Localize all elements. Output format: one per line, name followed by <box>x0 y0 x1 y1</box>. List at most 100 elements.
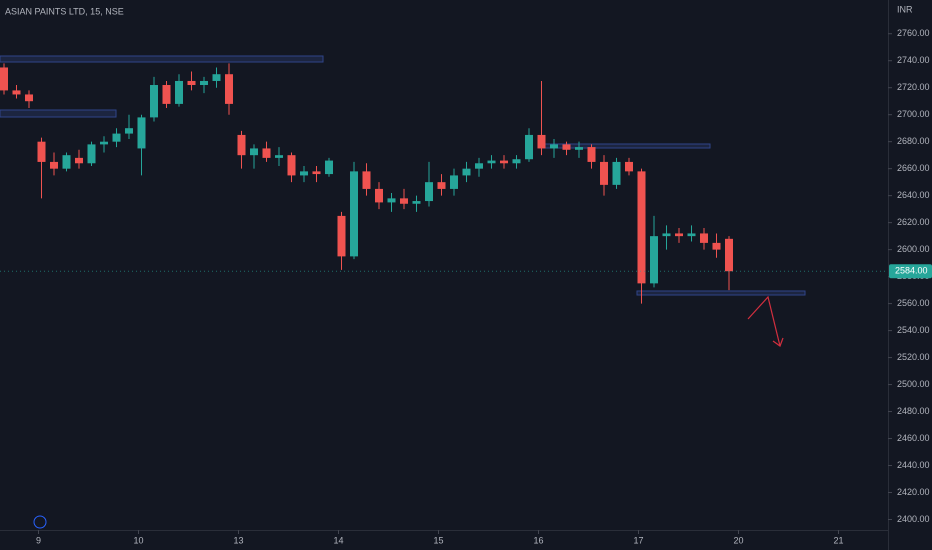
candle-body <box>450 175 458 189</box>
candle-body <box>500 160 508 164</box>
x-tick-label: 14 <box>333 535 343 545</box>
zone <box>0 55 324 63</box>
candle-body <box>200 80 208 86</box>
candle-body <box>700 233 708 243</box>
candle-body <box>287 155 296 176</box>
candle-body <box>437 182 446 189</box>
y-tick-label: 2740.00 <box>897 55 930 65</box>
y-tick-label: 2560.00 <box>897 298 930 308</box>
candle-body <box>12 90 21 95</box>
candle-body <box>175 80 183 104</box>
y-tick-label: 2520.00 <box>897 352 930 362</box>
candle-body <box>512 159 521 164</box>
candle-body <box>475 163 483 169</box>
candle-body <box>137 117 146 149</box>
candle-body <box>637 171 646 284</box>
candle-body <box>112 133 121 142</box>
zone <box>0 109 117 118</box>
candle-body <box>425 182 433 202</box>
y-tick-label: 2440.00 <box>897 460 930 470</box>
y-tick-label: 2600.00 <box>897 244 930 254</box>
x-tick-label: 20 <box>733 535 743 545</box>
candle-body <box>275 155 283 158</box>
y-tick-label: 2700.00 <box>897 109 930 119</box>
candle-body <box>400 198 408 204</box>
candle-body <box>412 201 421 204</box>
last-price-box <box>889 264 932 279</box>
candle-body <box>0 67 8 91</box>
x-tick-label: 13 <box>233 535 243 545</box>
candle-body <box>487 160 496 164</box>
candle-body <box>250 148 258 156</box>
candle-body <box>650 236 658 284</box>
projection-arrow <box>747 295 781 347</box>
dividend-icon[interactable] <box>33 515 47 529</box>
candle-body <box>375 188 383 203</box>
candle-body <box>62 155 71 169</box>
candle-body <box>262 148 271 158</box>
candle-body <box>237 134 246 156</box>
candle-body <box>387 198 396 203</box>
candle-body <box>337 215 346 257</box>
currency-label: INR <box>897 4 913 14</box>
candle-body <box>37 141 46 162</box>
candle-body <box>350 171 358 257</box>
candle-body <box>600 161 608 185</box>
candle-body <box>712 242 721 250</box>
y-tick-label: 2420.00 <box>897 487 930 497</box>
candle-body <box>162 85 171 104</box>
candle-body <box>550 144 558 149</box>
y-tick-label: 2500.00 <box>897 379 930 389</box>
candle-body <box>612 161 621 185</box>
last-price-label: 2584.00 <box>895 266 928 276</box>
y-tick-label: 2640.00 <box>897 190 930 200</box>
candle-body <box>87 144 96 164</box>
y-tick-label: 2400.00 <box>897 514 930 524</box>
chart-title: ASIAN PAINTS LTD, 15, NSE <box>5 6 124 16</box>
y-tick-label: 2720.00 <box>897 82 930 92</box>
candle-body <box>625 161 633 172</box>
candle-body <box>587 147 596 162</box>
candle-body <box>725 238 733 272</box>
candle-body <box>562 144 571 150</box>
candle-body <box>312 171 321 175</box>
x-tick-label: 10 <box>133 535 143 545</box>
x-tick-label: 9 <box>36 535 41 545</box>
candle-body <box>100 141 108 145</box>
candle-body <box>75 157 83 164</box>
candle-body <box>675 233 683 237</box>
y-tick-label: 2760.00 <box>897 28 930 38</box>
plot: 2400.00 2420.00 2440.00 2460.00 2480.00 2500.… <box>0 28 932 545</box>
candle-body <box>300 171 308 176</box>
arrow-head <box>772 337 784 347</box>
y-tick-label: 2540.00 <box>897 325 930 335</box>
zone <box>636 290 806 296</box>
candle-body <box>537 134 546 149</box>
candle-body <box>212 74 221 81</box>
y-tick-label: 2480.00 <box>897 406 930 416</box>
candle-body <box>525 134 533 160</box>
x-tick-label: 21 <box>833 535 843 545</box>
x-tick-label: 16 <box>533 535 543 545</box>
x-tick-label: 15 <box>433 535 443 545</box>
x-tick-label: 17 <box>633 535 643 545</box>
y-tick-label: 2620.00 <box>897 217 930 227</box>
y-tick-label: 2680.00 <box>897 136 930 146</box>
candle-body <box>462 168 471 176</box>
candle-body <box>125 128 133 134</box>
candle-body <box>187 80 196 86</box>
candle-body <box>687 233 696 237</box>
candle-body <box>25 94 33 102</box>
candle-body <box>150 85 158 118</box>
candle-body <box>225 74 233 104</box>
candle-body <box>575 147 583 150</box>
candle-body <box>362 171 371 189</box>
y-tick-label: 2660.00 <box>897 163 930 173</box>
y-tick-label: 2460.00 <box>897 433 930 443</box>
candle-body <box>50 161 58 169</box>
candle-body <box>662 233 671 237</box>
candle-body <box>325 160 333 175</box>
